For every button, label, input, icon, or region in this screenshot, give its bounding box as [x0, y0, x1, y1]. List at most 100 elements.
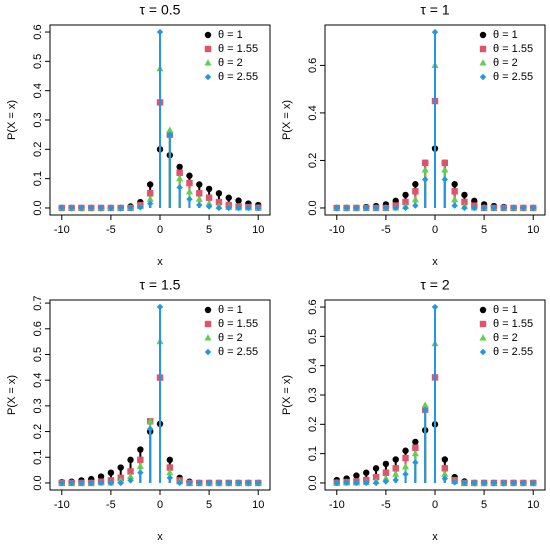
marker: [205, 194, 213, 201]
marker: [382, 460, 390, 468]
marker: [421, 401, 429, 408]
marker: [392, 470, 400, 477]
marker: [392, 204, 399, 212]
y-tick-label: 0.1: [307, 446, 319, 461]
y-tick-label: 0.0: [307, 475, 319, 490]
x-tick-label: -10: [329, 224, 345, 236]
marker: [166, 456, 174, 464]
marker: [204, 334, 212, 341]
y-tick-label: 0.7: [32, 295, 44, 310]
marker: [166, 126, 174, 133]
marker: [186, 179, 193, 187]
marker: [412, 181, 419, 188]
y-tick-label: 0.3: [32, 112, 44, 127]
marker: [461, 479, 468, 487]
marker: [411, 195, 419, 203]
x-tick-label: 0: [157, 499, 163, 511]
marker: [204, 45, 212, 53]
legend-label: θ = 2: [493, 332, 518, 344]
marker: [343, 479, 350, 487]
legend-label: θ = 1.55: [218, 318, 258, 330]
marker: [372, 473, 380, 481]
marker: [382, 204, 390, 212]
marker: [58, 479, 65, 487]
marker: [137, 446, 144, 453]
marker: [372, 204, 380, 212]
marker: [363, 469, 370, 476]
marker: [461, 198, 468, 206]
marker: [363, 204, 370, 212]
marker: [451, 202, 458, 209]
marker: [412, 459, 419, 466]
x-tick-label: 0: [157, 224, 163, 236]
marker: [255, 479, 262, 487]
marker: [88, 204, 95, 212]
marker: [78, 204, 85, 212]
y-tick-label: 0.2: [32, 142, 44, 157]
marker: [471, 479, 478, 487]
marker: [402, 191, 409, 199]
marker: [166, 464, 174, 471]
x-tick-label: -10: [54, 224, 70, 236]
marker: [196, 181, 203, 188]
marker: [235, 479, 242, 487]
marker: [479, 45, 487, 53]
marker: [204, 31, 212, 39]
panel-title: τ = 1: [420, 2, 449, 18]
marker: [97, 479, 105, 487]
marker: [510, 204, 517, 212]
marker: [204, 73, 212, 81]
legend-label: θ = 2: [493, 57, 518, 69]
x-tick-label: -5: [381, 499, 391, 511]
marker: [204, 59, 212, 66]
y-tick-label: 0.1: [32, 450, 44, 465]
marker: [68, 479, 75, 487]
marker: [185, 187, 193, 195]
panel: τ = 1 -10 -5 0 5 10 0.0 0.2 0.4 0.6 x P(X = x) θ = 1…: [281, 2, 546, 268]
marker: [500, 204, 507, 212]
marker: [146, 417, 154, 424]
marker: [156, 28, 164, 36]
marker: [186, 195, 193, 203]
marker: [451, 188, 458, 195]
marker: [530, 479, 537, 487]
marker: [186, 172, 193, 179]
marker: [117, 204, 124, 212]
marker: [421, 159, 429, 167]
legend-label: θ = 1.55: [493, 318, 533, 330]
marker: [441, 176, 449, 183]
marker: [255, 204, 262, 212]
marker: [204, 348, 212, 356]
marker: [107, 204, 115, 212]
marker: [451, 479, 458, 486]
marker: [480, 479, 488, 487]
y-axis-title: P(X = x): [6, 375, 18, 415]
marker: [372, 479, 380, 487]
marker: [402, 198, 409, 206]
marker: [166, 131, 174, 138]
marker: [471, 204, 478, 212]
y-tick-label: 0.5: [32, 347, 44, 362]
marker: [520, 479, 527, 487]
y-tick-label: 0.5: [307, 329, 319, 344]
marker: [176, 174, 184, 182]
y-tick-label: 0.5: [32, 54, 44, 69]
marker: [196, 201, 203, 209]
y-tick-label: 0.6: [32, 321, 44, 336]
panel: τ = 2 -10 -5 0 5 10 0.0 0.1 0.2 0.3 0.4 0.5 0.6 x P(X …: [281, 277, 546, 543]
marker: [510, 479, 517, 487]
marker: [127, 468, 134, 475]
legend-label: θ = 1.55: [493, 43, 533, 55]
marker: [146, 200, 154, 207]
marker: [461, 204, 468, 212]
y-tick-label: 0.4: [32, 83, 44, 98]
marker: [412, 202, 419, 209]
y-tick-label: 0.2: [307, 153, 319, 168]
marker: [353, 479, 360, 487]
marker: [451, 181, 458, 188]
marker: [431, 303, 439, 311]
marker: [245, 204, 252, 212]
y-tick-label: 0.3: [307, 387, 319, 402]
marker: [204, 306, 212, 314]
marker: [127, 456, 134, 464]
